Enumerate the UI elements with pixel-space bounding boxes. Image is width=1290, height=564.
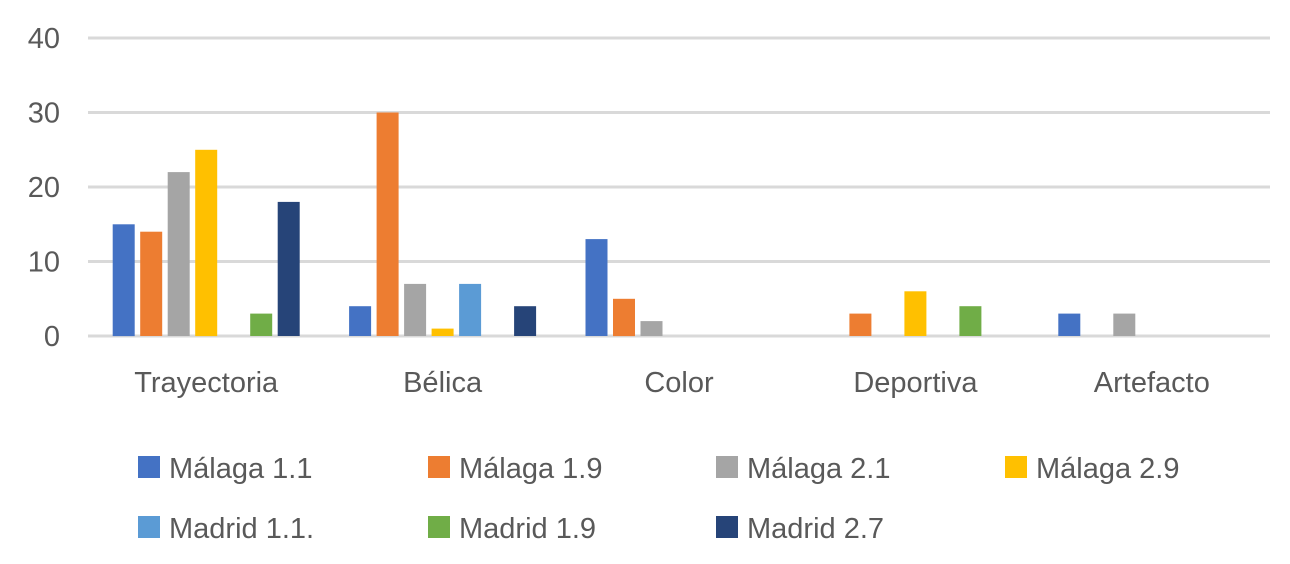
bar-2-4 [1113,313,1136,336]
legend-label: Málaga 2.1 [747,453,891,485]
bar-3-3 [904,291,927,336]
bar-2-0 [167,172,190,336]
y-tick-label: 0 [44,321,60,353]
bar-1-0 [140,231,163,336]
legend-label: Málaga 1.9 [459,453,603,485]
gridlines [88,36,1270,338]
legend-swatch [716,456,738,478]
bar-6-1 [514,306,537,336]
legend-label: Málaga 2.9 [1036,453,1180,485]
bar-3-0 [195,149,218,337]
x-category-label: Artefacto [1094,367,1210,399]
legend-label: Madrid 1.1. [169,513,314,545]
legend-label: Madrid 2.7 [747,513,884,545]
bar-0-1 [349,306,372,336]
legend: Málaga 1.1 Málaga 1.9 Málaga 2.1 Málaga 2.9… [138,453,1180,545]
y-axis-ticks: 0 10 20 30 40 [28,23,60,353]
bar-2-2 [640,321,663,336]
x-axis-categories: Trayectoria Bélica Color Deportiva Artefacto [134,367,1210,399]
bar-4-1 [459,283,482,336]
y-tick-label: 40 [28,23,60,55]
bars [112,112,1136,337]
bar-0-2 [585,239,608,336]
y-tick-label: 30 [28,98,60,130]
legend-swatch [138,516,160,538]
legend-swatch [1005,456,1027,478]
y-tick-label: 10 [28,247,60,279]
legend-swatch [716,516,738,538]
legend-swatch [428,516,450,538]
x-category-label: Deportiva [853,367,978,399]
x-category-label: Bélica [403,367,483,399]
legend-swatch [138,456,160,478]
legend-label: Madrid 1.9 [459,513,596,545]
x-category-label: Trayectoria [134,367,279,399]
legend-swatch [428,456,450,478]
legend-label: Málaga 1.1 [169,453,313,485]
bar-0-4 [1058,313,1081,336]
bar-1-2 [613,298,635,337]
bar-5-3 [959,306,982,336]
bar-3-1 [431,328,454,336]
x-category-label: Color [644,367,714,399]
bar-1-1 [376,112,399,336]
y-tick-label: 20 [28,172,60,204]
bar-6-0 [277,201,300,336]
bar-1-3 [849,313,872,336]
bar-5-0 [250,313,273,336]
bar-2-1 [404,283,427,336]
bar-0-0 [112,224,135,337]
